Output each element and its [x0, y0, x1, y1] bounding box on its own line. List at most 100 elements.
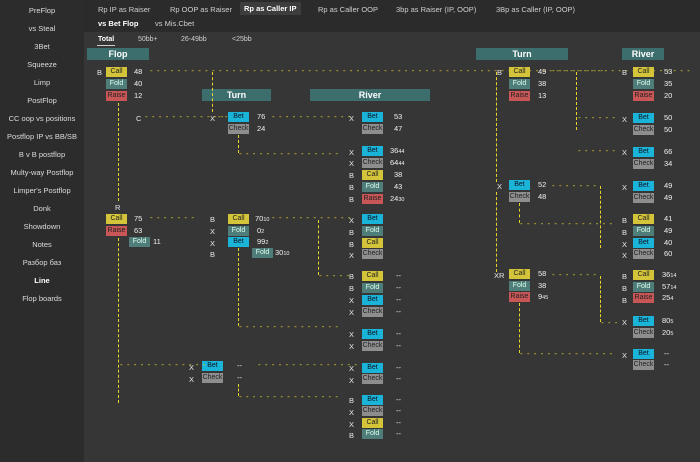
sidebar-item-line[interactable]: Line: [34, 276, 50, 285]
call-button[interactable]: Call: [633, 214, 654, 224]
tab-rp-caller-oop[interactable]: Rp as Caller OOP: [318, 5, 379, 14]
bet-button[interactable]: Bet: [633, 238, 654, 248]
action-x: X: [349, 114, 355, 123]
fold-button[interactable]: Fold: [252, 248, 273, 258]
call-button[interactable]: Call: [106, 214, 127, 224]
value: 945: [538, 292, 549, 301]
bet-button[interactable]: Bet: [362, 363, 383, 373]
check-button[interactable]: Check: [362, 158, 383, 168]
check-button[interactable]: Check: [362, 374, 383, 384]
fold-button[interactable]: Fold: [362, 182, 383, 192]
raise-button[interactable]: Raise: [633, 91, 654, 101]
fold-button[interactable]: Fold: [509, 281, 530, 291]
raise-button[interactable]: Raise: [106, 226, 127, 236]
bet-button[interactable]: Bet: [509, 180, 530, 190]
bet-button[interactable]: Bet: [362, 146, 383, 156]
call-button[interactable]: Call: [228, 214, 249, 224]
check-button[interactable]: Check: [362, 406, 383, 416]
sidebar-item-preflop[interactable]: PreFlop: [28, 6, 56, 15]
raise-button[interactable]: Raise: [509, 91, 530, 101]
check-button[interactable]: Check: [633, 360, 654, 370]
sidebar-item-limpers[interactable]: Limper's Postflop: [13, 186, 71, 195]
fold-button[interactable]: Fold: [362, 283, 383, 293]
tab-rp-caller-ip[interactable]: Rp as Caller IP: [240, 2, 301, 15]
call-button[interactable]: Call: [362, 238, 383, 248]
raise-button[interactable]: Raise: [509, 292, 530, 302]
fold-button[interactable]: Fold: [362, 429, 383, 439]
subtab-25bb[interactable]: <25bb: [232, 36, 252, 43]
sidebar-item-cc-oop[interactable]: CC oop vs positions: [8, 114, 76, 123]
bet-button[interactable]: Bet: [362, 329, 383, 339]
tab-rp-ip-raiser[interactable]: Rp IP as Raiser: [98, 5, 151, 14]
check-button[interactable]: Check: [362, 341, 383, 351]
fold-button[interactable]: Fold: [106, 79, 127, 89]
fold-button[interactable]: Fold: [633, 282, 654, 292]
bet-button[interactable]: Bet: [228, 237, 249, 247]
check-button[interactable]: Check: [633, 125, 654, 135]
fold-button[interactable]: Fold: [228, 226, 249, 236]
bet-button[interactable]: Bet: [633, 181, 654, 191]
bet-button[interactable]: Bet: [633, 147, 654, 157]
sidebar-item-multiway[interactable]: Multy-way Postflop: [10, 168, 74, 177]
check-button[interactable]: Check: [633, 328, 654, 338]
check-button[interactable]: Check: [202, 373, 223, 383]
sidebar-item-postflop-ip[interactable]: Postflop IP vs BB/SB: [7, 132, 77, 141]
subtab-26-49bb[interactable]: 26-49bb: [181, 36, 207, 43]
sidebar-item-squeeze[interactable]: Squeeze: [27, 60, 57, 69]
sidebar-item-vs-steal[interactable]: vs Steal: [28, 24, 56, 33]
check-button[interactable]: Check: [633, 249, 654, 259]
bet-button[interactable]: Bet: [202, 361, 223, 371]
bet-button[interactable]: Bet: [633, 316, 654, 326]
fold-button[interactable]: Fold: [633, 79, 654, 89]
raise-button[interactable]: Raise: [633, 293, 654, 303]
tab-3bp-caller[interactable]: 3Bp as Caller (IP, OOP): [496, 5, 576, 14]
check-button[interactable]: Check: [228, 124, 249, 134]
bet-button[interactable]: Bet: [362, 395, 383, 405]
tab-vs-mis-cbet[interactable]: vs Mis.Cbet: [155, 19, 195, 28]
sidebar-item-limp[interactable]: Limp: [33, 78, 51, 87]
call-button[interactable]: Call: [362, 418, 383, 428]
bet-button[interactable]: Bet: [362, 112, 383, 122]
check-button[interactable]: Check: [509, 192, 530, 202]
bet-button[interactable]: Bet: [228, 112, 249, 122]
bet-button[interactable]: Bet: [362, 295, 383, 305]
sidebar-item-razbor[interactable]: Разбор баз: [22, 258, 62, 267]
check-button[interactable]: Check: [362, 249, 383, 259]
sidebar-item-flop-boards[interactable]: Flop boards: [22, 294, 62, 303]
action-x: X: [210, 114, 216, 123]
connector: - - - - - - - -: [552, 66, 604, 75]
sidebar-item-donk[interactable]: Donk: [33, 204, 51, 213]
tab-rp-oop-raiser[interactable]: Rp OOP as Raiser: [170, 5, 232, 14]
call-button[interactable]: Call: [509, 67, 530, 77]
bet-button[interactable]: Bet: [362, 214, 383, 224]
tab-vs-bet-flop[interactable]: vs Bet Flop: [98, 19, 139, 28]
fold-button[interactable]: Fold: [362, 226, 383, 236]
subtab-total[interactable]: Total: [98, 36, 115, 43]
value: 35: [664, 79, 673, 88]
sidebar-item-notes[interactable]: Notes: [32, 240, 52, 249]
sidebar-item-3bet[interactable]: 3Bet: [34, 42, 50, 51]
call-button[interactable]: Call: [633, 67, 654, 77]
tab-3bp-raiser[interactable]: 3bp as Raiser (IP, OOP): [396, 5, 477, 14]
check-button[interactable]: Check: [362, 124, 383, 134]
call-button[interactable]: Call: [362, 170, 383, 180]
call-button[interactable]: Call: [509, 269, 530, 279]
fold-button[interactable]: Fold: [129, 237, 150, 247]
fold-button[interactable]: Fold: [633, 226, 654, 236]
fold-button[interactable]: Fold: [509, 79, 530, 89]
call-button[interactable]: Call: [633, 270, 654, 280]
bet-button[interactable]: Bet: [633, 349, 654, 359]
sidebar-item-showdown[interactable]: Showdown: [23, 222, 61, 231]
bet-button[interactable]: Bet: [633, 113, 654, 123]
check-button[interactable]: Check: [362, 307, 383, 317]
sidebar-item-postflop[interactable]: PostFlop: [27, 96, 57, 105]
raise-button[interactable]: Raise: [106, 91, 127, 101]
sidebar-item-bvb[interactable]: B v B postflop: [18, 150, 66, 159]
connector: - - - - - - -: [552, 270, 597, 279]
call-button[interactable]: Call: [106, 67, 127, 77]
check-button[interactable]: Check: [633, 159, 654, 169]
raise-button[interactable]: Raise: [362, 194, 383, 204]
subtab-50bb[interactable]: 50bb+: [138, 36, 158, 43]
call-button[interactable]: Call: [362, 271, 383, 281]
check-button[interactable]: Check: [633, 193, 654, 203]
